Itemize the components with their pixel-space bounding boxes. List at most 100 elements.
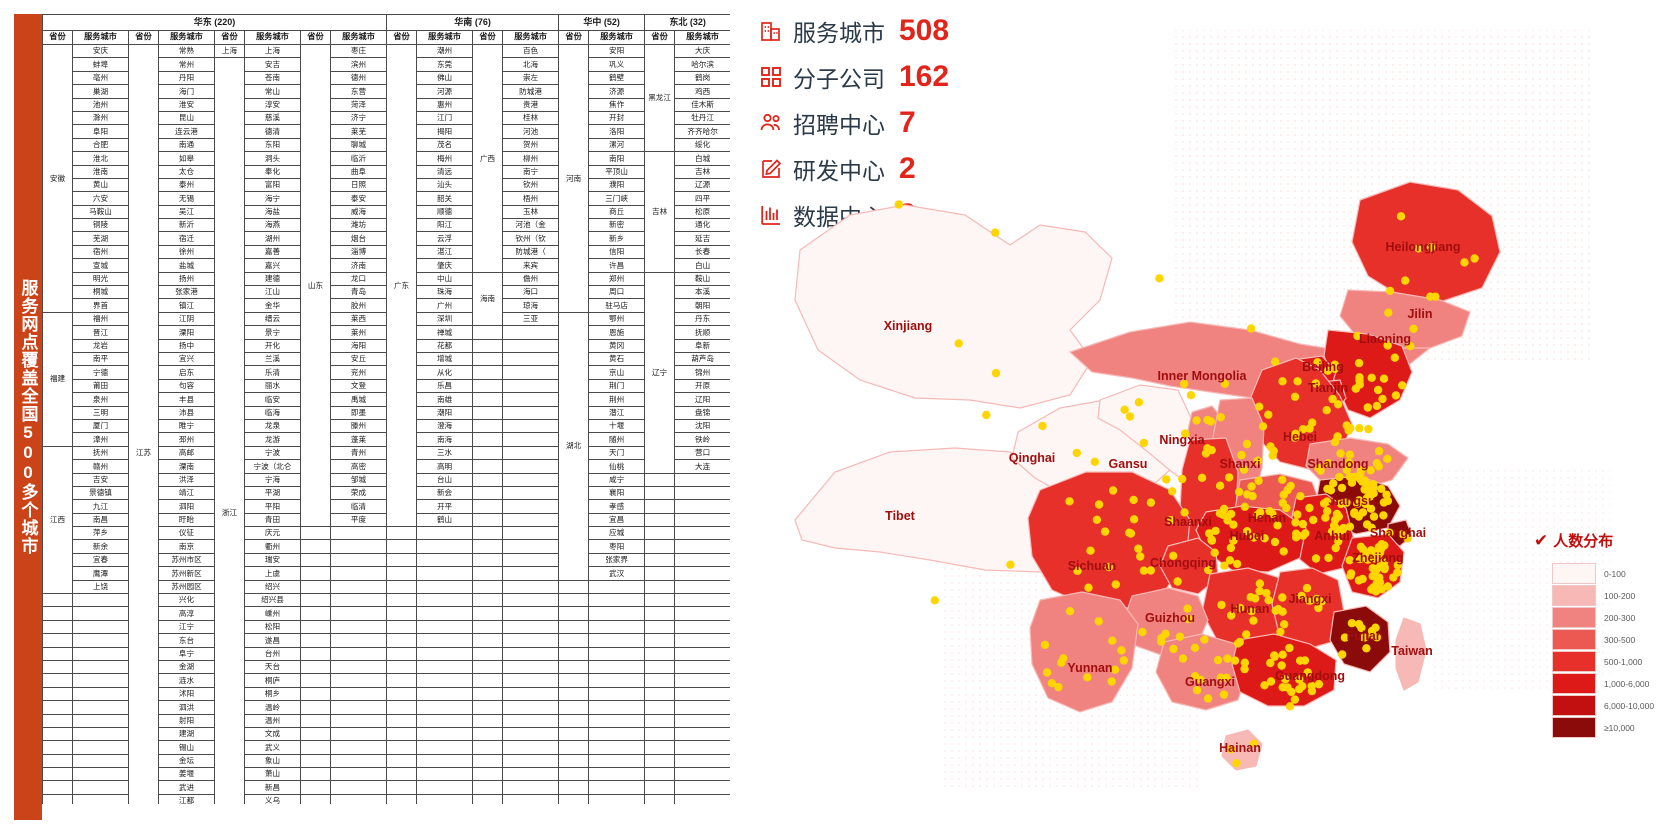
service-city-dot [1266,658,1275,668]
service-city-dot [1354,512,1363,521]
service-city-dot [1264,596,1273,605]
province-shape-sichuan[interactable] [1027,471,1191,609]
city-cell: 玉林 [502,204,560,220]
city-cell: 上饶 [72,579,129,595]
service-city-dot [1155,274,1164,283]
service-city-dot [1211,526,1220,536]
province-shape-heilongjiang[interactable] [1351,181,1501,303]
province-cell: 广东 [386,43,418,528]
service-city-dot [1426,243,1436,252]
province-cell: 黑龙江 [644,43,676,153]
empty-cell [472,780,504,795]
city-cell: 广州 [416,298,474,313]
service-city-dot [1406,341,1415,351]
col-header-province: 省份 [214,30,245,45]
map-label-hubei: Hubei [1230,529,1265,543]
city-cell: 琼海 [502,298,560,313]
service-city-dot [1197,473,1207,482]
city-cell: 连云港 [158,124,215,139]
city-cell: 湛江 [416,244,474,260]
empty-cell [416,753,474,769]
map-label-guizhou: Guizhou [1145,611,1195,625]
city-cell: 茂名 [416,137,474,153]
empty-cell [416,619,474,635]
empty-cell [72,753,129,769]
service-city-dot [1366,504,1376,513]
service-city-dot [1268,451,1277,460]
region-count: (76) [474,17,491,27]
service-city-dot [1246,593,1255,602]
service-city-dot [1360,633,1369,642]
empty-cell [72,713,129,728]
legend-label: 0-100 [1604,568,1626,579]
city-cell: 高淳 [158,606,215,621]
empty-cell [502,713,560,728]
city-cell: 南雄 [416,392,474,407]
empty-cell [644,552,676,568]
city-cell: 启东 [158,365,215,380]
empty-cell [558,726,590,742]
service-city-dot [1337,499,1346,508]
city-cell: 即墨 [329,405,388,420]
empty-cell [472,378,504,394]
map-label-tianjin: Tianjin [1308,381,1348,395]
empty-cell [329,726,388,742]
city-cell: 赣州 [72,459,129,474]
empty-cell [644,673,676,688]
city-cell: 常熟 [158,43,215,59]
city-cell: 周口 [588,285,646,300]
empty-cell [502,659,560,675]
service-city-dot [1219,690,1229,699]
empty-cell [558,606,590,621]
city-cell: 白城 [674,151,730,166]
city-cell: 四平 [674,191,730,206]
check-icon: ✔ [1534,530,1549,550]
empty-cell [329,713,388,728]
province-shape-taiwan[interactable] [1395,617,1427,691]
empty-cell [416,526,474,541]
city-cell: 鹤岗 [674,70,730,86]
service-city-dot [1363,555,1372,564]
empty-cell [42,740,73,755]
city-cell: 阜新 [674,338,730,353]
city-cell: 泰州 [158,177,215,193]
service-city-dot [1073,566,1082,576]
city-cell: 宣城 [72,258,129,273]
empty-cell [42,713,73,728]
city-cell: 苏州新区 [158,566,215,581]
province-shape-xinjiang[interactable] [794,204,1113,409]
city-cell: 贵港 [502,97,560,112]
service-city-dot [1290,392,1300,401]
legend-label: 1,000-6,000 [1604,678,1650,689]
map-label-shanghai: Shanghai [1370,526,1426,540]
service-city-dot [1298,519,1308,529]
table-row: 泗洪 温岭 [42,700,730,715]
empty-cell [588,606,646,621]
service-city-dot [1107,677,1116,686]
city-cell: 肇庆 [416,258,474,273]
map-label-liaoning: Liaoning [1359,332,1411,346]
province-shape-hainan[interactable] [1221,729,1263,771]
table-row: 萍乡仪征庆元应城天津天津昆明 [43,526,730,541]
legend-label: 200-300 [1604,612,1636,623]
service-city-dot [1393,561,1402,570]
empty-cell [386,566,418,581]
empty-cell [416,552,474,568]
empty-cell [558,793,590,804]
city-cell: 松原 [674,204,730,220]
empty-cell [644,713,676,728]
service-city-dot [1059,654,1068,663]
city-cell: 苍南 [244,70,301,86]
province-shape-jilin[interactable] [1339,289,1471,349]
service-city-dot [1006,560,1015,569]
service-city-dot [1307,681,1316,691]
empty-cell [472,619,504,635]
empty-cell [416,659,474,675]
city-cell: 滕州 [329,418,388,434]
region-name: 华南 [454,17,473,27]
city-cell: 大庆 [674,43,730,59]
city-cell: 遂昌 [244,633,301,648]
map-label-ningxia: Ningxia [1159,433,1205,447]
service-city-dot [1190,643,1200,652]
service-city-dot [1094,500,1104,509]
